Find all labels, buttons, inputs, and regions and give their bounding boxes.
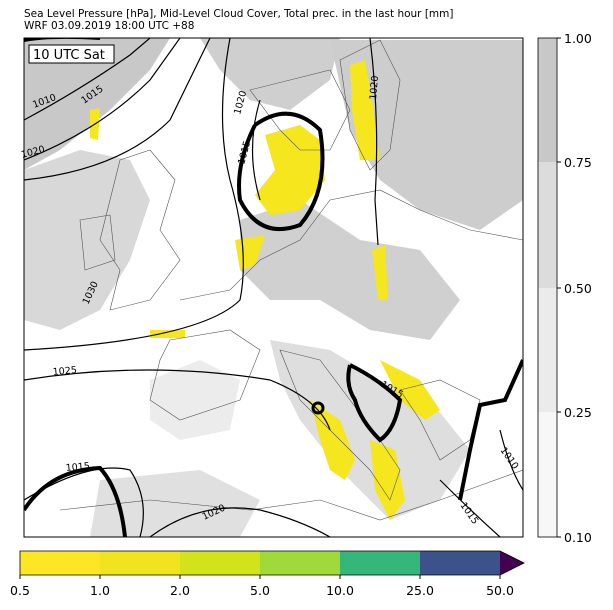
coastlines <box>59 39 523 521</box>
contour-label: 1015 <box>65 461 90 474</box>
colorbar-tick-label: 1.00 <box>564 31 592 46</box>
isobars <box>24 38 523 537</box>
colorbar-tick-label: 1.0 <box>90 583 110 598</box>
colorbar-tick-label: 2.0 <box>170 583 190 598</box>
precip-colorbar: 0.5 1.0 2.0 5.0 10.0 25.0 50.0 <box>10 550 525 598</box>
colorbar-tick-label: 0.5 <box>10 583 30 598</box>
colorbar-tick-label: 5.0 <box>250 583 270 598</box>
map: 10 UTC Sat 1010 1015 1020 1020 1015 1020… <box>20 37 524 538</box>
colorbar-tick-label: 0.10 <box>564 530 592 545</box>
cloud-cover <box>24 38 523 537</box>
colorbar-tick-label: 10.0 <box>326 583 354 598</box>
map-frame <box>23 37 524 538</box>
time-label-box <box>28 44 115 64</box>
colorbar-tick-label: 25.0 <box>406 583 434 598</box>
cloud-colorbar: 1.00 0.75 0.50 0.25 0.10 <box>537 31 592 545</box>
contour-label: 1020 <box>368 75 381 100</box>
header-title: Sea Level Pressure [hPa], Mid-Level Clou… <box>24 8 454 20</box>
header-subtitle: WRF 03.09.2019 18:00 UTC +88 <box>24 20 194 32</box>
colorbar-tick-label: 0.75 <box>564 155 592 170</box>
colorbar-tick-label: 0.50 <box>564 281 592 296</box>
contour-label: 1025 <box>52 365 77 378</box>
colorbar-tick-label: 50.0 <box>486 583 514 598</box>
colorbar-tick-label: 0.25 <box>564 405 592 420</box>
time-label: 10 UTC Sat <box>33 48 105 63</box>
